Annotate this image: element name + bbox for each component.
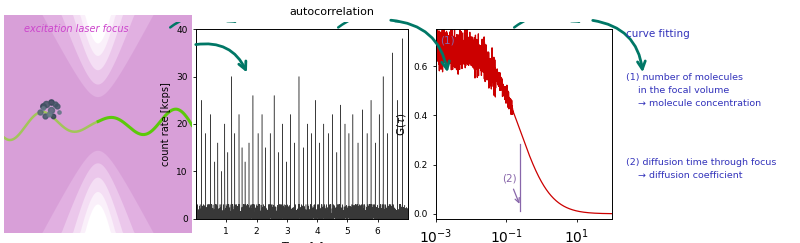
X-axis label: Time [s]: Time [s] xyxy=(281,242,323,243)
PathPatch shape xyxy=(4,15,192,233)
PathPatch shape xyxy=(4,15,192,233)
Text: curve fitting: curve fitting xyxy=(626,29,690,39)
FancyArrowPatch shape xyxy=(196,44,246,70)
Text: (2) diffusion time through focus
    → diffusion coefficient: (2) diffusion time through focus → diffu… xyxy=(626,158,777,180)
Text: (1) number of molecules
    in the focal volume
    → molecule concentration: (1) number of molecules in the focal vol… xyxy=(626,73,762,108)
Y-axis label: count rate [kcps]: count rate [kcps] xyxy=(161,82,170,166)
FancyArrowPatch shape xyxy=(338,14,403,27)
Text: autocorrelation: autocorrelation xyxy=(290,7,374,17)
FancyArrowPatch shape xyxy=(593,20,646,69)
FancyArrowPatch shape xyxy=(170,14,235,27)
FancyArrowPatch shape xyxy=(390,20,450,69)
PathPatch shape xyxy=(4,15,192,233)
Text: excitation laser focus: excitation laser focus xyxy=(24,24,129,34)
Text: (2): (2) xyxy=(502,174,519,202)
Y-axis label: G($\tau$): G($\tau$) xyxy=(394,112,408,136)
PathPatch shape xyxy=(4,15,192,233)
PathPatch shape xyxy=(4,15,192,233)
FancyArrowPatch shape xyxy=(514,14,579,27)
Text: (1): (1) xyxy=(440,36,454,46)
